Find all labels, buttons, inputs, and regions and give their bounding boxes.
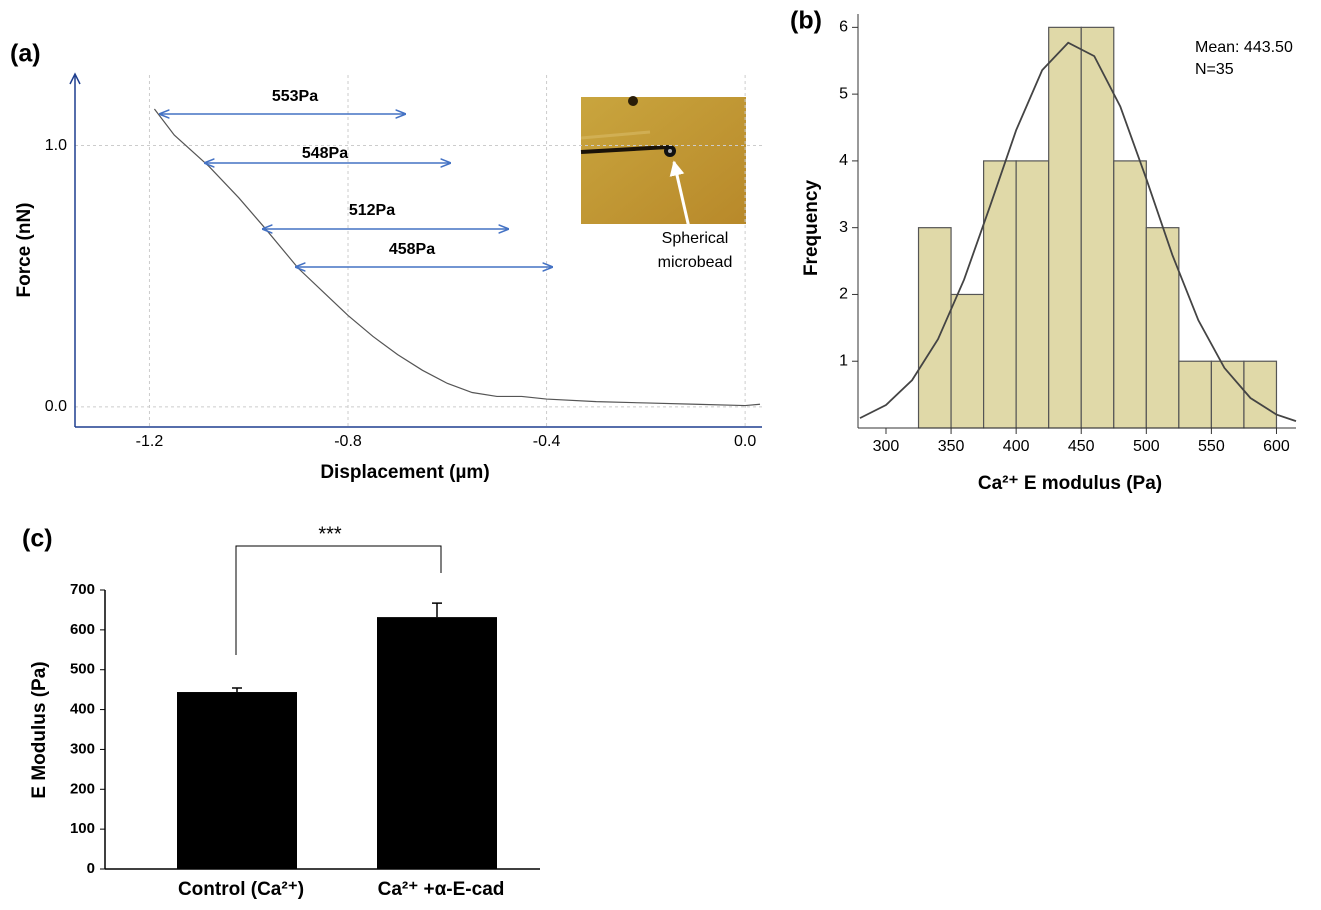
histogram-bar [1015, 160, 1050, 429]
x-tick-label: 300 [873, 438, 900, 455]
histogram-bar [1113, 160, 1147, 429]
inset-image [580, 96, 746, 233]
x-axis-label: Displacement (µm) [320, 462, 489, 483]
x-tick-label: 600 [1263, 438, 1290, 455]
y-tick-label: 200 [70, 780, 95, 797]
significance-bracket [235, 545, 442, 655]
annotation: 548Pa [302, 145, 348, 162]
x-tick-label: -0.8 [334, 433, 362, 450]
fit-curve [859, 41, 1297, 422]
x-tick-label: 400 [1003, 438, 1030, 455]
histogram-bar [1178, 360, 1212, 429]
x-tick-label: Ca²⁺ +α-E-cad [378, 879, 505, 900]
annotation: 553Pa [272, 88, 318, 105]
x-tick-label: Control (Ca²⁺) [178, 879, 304, 900]
panel-label: (c) [22, 525, 53, 553]
histogram-bar [1243, 360, 1278, 429]
y-tick-label: 5 [839, 85, 848, 102]
x-tick-label: 550 [1198, 438, 1225, 455]
y-tick-label: 700 [70, 581, 95, 598]
y-tick-label: 4 [839, 152, 848, 169]
y-tick-label: 300 [70, 740, 95, 757]
significance: *** [318, 523, 342, 545]
y-tick-label: 0.0 [45, 398, 67, 415]
y-axis-label: E Modulus (Pa) [29, 661, 50, 798]
y-tick-label: 2 [839, 286, 848, 303]
annotation: 512Pa [349, 202, 395, 219]
histogram-bar [983, 160, 1017, 429]
annotation: 458Pa [389, 241, 435, 258]
bar [377, 617, 497, 869]
x-tick-label: 450 [1068, 438, 1095, 455]
y-axis-label: Force (nN) [14, 203, 35, 298]
bar [177, 692, 297, 869]
y-tick-label: 0 [87, 860, 95, 877]
histogram-bar [917, 227, 952, 429]
annotation: Mean: 443.50 [1195, 39, 1293, 56]
error-bar [232, 687, 242, 693]
y-tick-label: 1 [839, 352, 848, 369]
inset-label: microbead [658, 254, 733, 271]
histogram-bar [950, 293, 985, 429]
y-axis-label: Frequency [801, 180, 822, 277]
x-tick-label: -0.4 [533, 433, 561, 450]
y-tick-label: 1.0 [45, 137, 67, 154]
y-tick-label: 6 [839, 19, 848, 36]
x-tick-label: 0.0 [734, 433, 756, 450]
y-tick-label: 400 [70, 701, 95, 718]
error-bar [432, 602, 442, 618]
y-tick-label: 100 [70, 820, 95, 837]
x-tick-label: -1.2 [136, 433, 164, 450]
y-tick-label: 500 [70, 661, 95, 678]
x-axis-label: Ca²⁺ E modulus (Pa) [978, 473, 1162, 494]
inset-label: Spherical [662, 230, 729, 247]
y-tick-label: 600 [70, 621, 95, 638]
annotation: N=35 [1195, 61, 1234, 78]
panel-label: (a) [10, 40, 41, 68]
force-curve [153, 108, 761, 407]
x-tick-label: 350 [938, 438, 965, 455]
x-tick-label: 500 [1133, 438, 1160, 455]
histogram-bar [1080, 26, 1115, 429]
y-axis-arrow [69, 72, 81, 85]
y-tick-label: 3 [839, 219, 848, 236]
panel-label: (b) [790, 7, 822, 35]
histogram-bar [1048, 26, 1082, 429]
